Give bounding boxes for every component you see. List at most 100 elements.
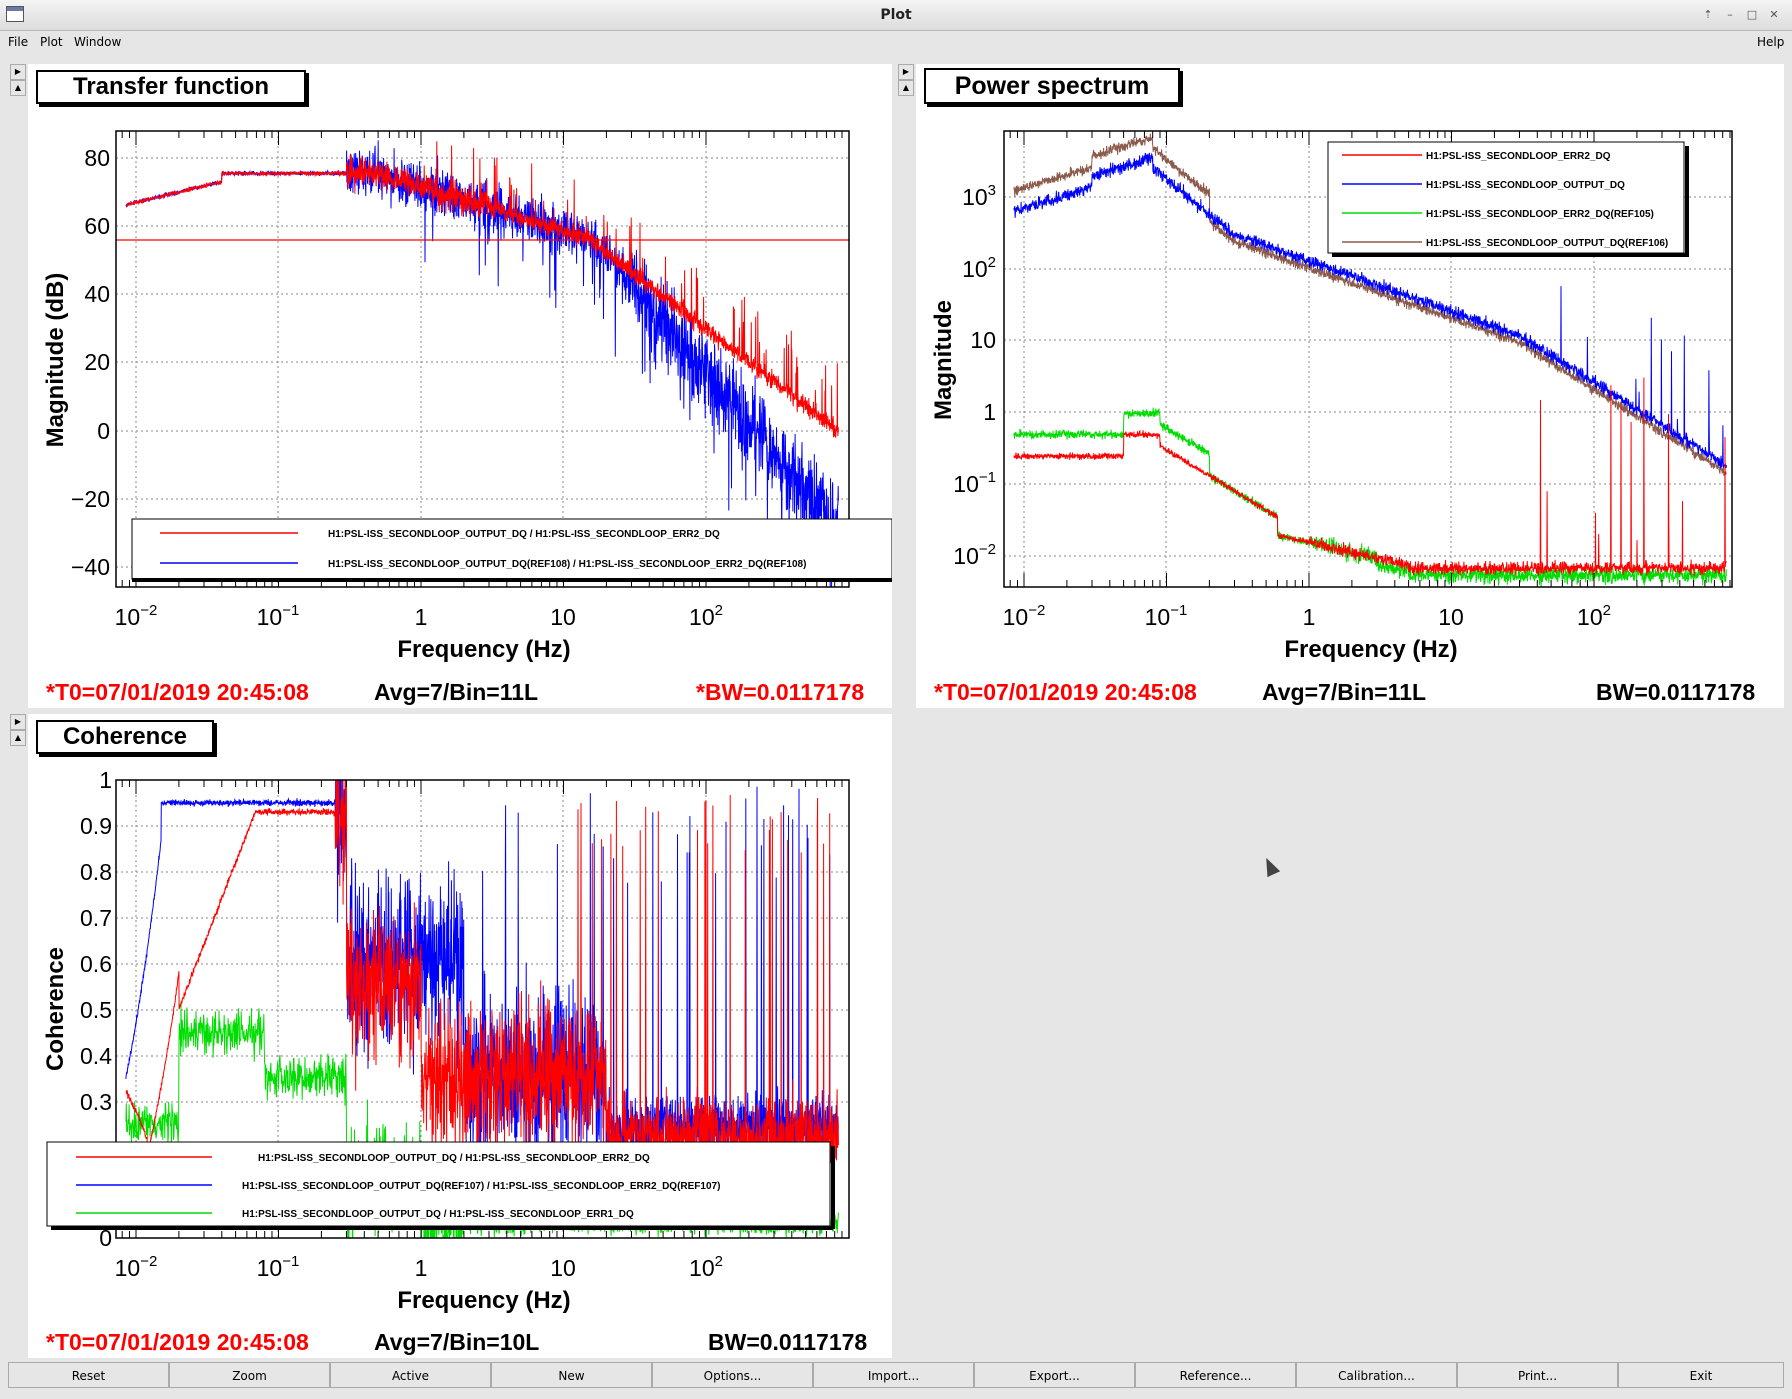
panel-expand-button[interactable]: ▶ — [898, 64, 914, 80]
legend-entry: H1:PSL-ISS_SECONDLOOP_OUTPUT_DQ — [1426, 180, 1625, 191]
x-tick-label: 10−1 — [257, 602, 300, 630]
y-tick-labels: 103 102 10 1 10−1 10−2 — [953, 182, 996, 569]
power-spectrum-plot[interactable]: 103 102 10 1 10−1 10−2 10−2 10−1 1 10 10… — [916, 64, 1784, 708]
y-axis-label: Magnitude (dB) — [42, 273, 69, 448]
y-tick-label: 103 — [962, 182, 996, 210]
series-output-ref106 — [1013, 133, 1727, 476]
legend-entry: H1:PSL-ISS_SECONDLOOP_ERR2_DQ — [1426, 151, 1611, 162]
y-tick-label: 0 — [99, 1225, 112, 1251]
options-button[interactable]: Options... — [652, 1362, 813, 1388]
panel-collapse-button[interactable]: ▲ — [10, 730, 26, 746]
grid — [116, 131, 849, 587]
mouse-cursor — [1259, 854, 1281, 878]
legend-entry: H1:PSL-ISS_SECONDLOOP_ERR2_DQ(REF105) — [1426, 209, 1654, 220]
transfer-function-panel: Transfer function 80 60 40 20 0 −20 −40 … — [28, 64, 892, 708]
export-button[interactable]: Export... — [974, 1362, 1135, 1388]
series-output — [1013, 152, 1727, 469]
x-tick-label: 10 — [1438, 604, 1464, 630]
bw-label: BW=0.0117178 — [708, 1329, 868, 1355]
x-tick-labels: 10−2 10−1 1 10 102 — [115, 1253, 723, 1281]
panel-expand-button[interactable]: ▶ — [10, 64, 26, 80]
x-tick-label: 10 — [550, 1255, 576, 1281]
panel-title: Transfer function — [36, 70, 306, 104]
x-tick-label: 10−1 — [257, 1253, 300, 1281]
series-err2 — [1013, 377, 1727, 576]
y-axis-label: Coherence — [42, 947, 69, 1071]
y-tick-label: 0.6 — [80, 951, 112, 977]
y-tick-label: 0.5 — [80, 997, 112, 1023]
legend: H1:PSL-ISS_SECONDLOOP_OUTPUT_DQ / H1:PSL… — [46, 1141, 835, 1230]
menu-window[interactable]: Window — [74, 35, 122, 49]
menu-plot[interactable]: Plot — [40, 35, 63, 49]
bw-label: BW=0.0117178 — [1596, 679, 1756, 705]
minimize-icon[interactable]: – — [1727, 8, 1733, 21]
legend-entry: H1:PSL-ISS_SECONDLOOP_OUTPUT_DQ / H1:PSL… — [242, 1209, 634, 1220]
y-tick-label: 102 — [962, 254, 996, 282]
coherence-plot[interactable]: 1 0.9 0.8 0.7 0.6 0.5 0.4 0.3 0 10−2 10−… — [28, 714, 892, 1358]
y-tick-label: 1 — [983, 399, 996, 425]
button-bar: Reset Zoom Active New Options... Import.… — [8, 1362, 1784, 1390]
menu-file[interactable]: File — [8, 35, 29, 49]
panel-collapse-button[interactable]: ▲ — [898, 80, 914, 96]
transfer-function-plot[interactable]: 80 60 40 20 0 −20 −40 10−2 10−1 1 10 102… — [28, 64, 892, 708]
y-tick-label: −20 — [71, 486, 110, 512]
shade-icon[interactable]: ⇡ — [1703, 8, 1713, 21]
window-titlebar[interactable]: Plot ⇡ – □ ✕ — [0, 0, 1792, 31]
active-button[interactable]: Active — [330, 1362, 491, 1388]
axis-ticks — [1009, 131, 1731, 587]
calibration-button[interactable]: Calibration... — [1296, 1362, 1457, 1388]
legend-entry: H1:PSL-ISS_SECONDLOOP_OUTPUT_DQ(REF106) — [1426, 238, 1668, 249]
y-tick-label: 0.7 — [80, 905, 112, 931]
y-tick-label: 0.8 — [80, 859, 112, 885]
plot-frame — [115, 130, 850, 588]
app-icon[interactable] — [6, 6, 24, 22]
y-tick-label: 20 — [84, 349, 110, 375]
close-icon[interactable]: ✕ — [1769, 8, 1779, 21]
import-button[interactable]: Import... — [813, 1362, 974, 1388]
x-tick-label: 1 — [415, 604, 428, 630]
x-axis-label: Frequency (Hz) — [397, 636, 570, 663]
maximize-icon[interactable]: □ — [1746, 8, 1758, 21]
series-err2-ref105 — [1013, 407, 1727, 587]
y-tick-labels: 80 60 40 20 0 −20 −40 — [71, 145, 110, 580]
reference-button[interactable]: Reference... — [1135, 1362, 1296, 1388]
y-tick-label: 60 — [84, 213, 110, 239]
menu-help[interactable]: Help — [1757, 35, 1785, 49]
y-tick-label: 10−1 — [953, 469, 996, 497]
legend-entry: H1:PSL-ISS_SECONDLOOP_OUTPUT_DQ / H1:PSL… — [328, 529, 720, 540]
coherence-panel: Coherence 1 0.9 0.8 0.7 0.6 0.5 0.4 0.3 … — [28, 714, 892, 1358]
panel-title: Coherence — [36, 720, 214, 754]
plot-frame — [115, 779, 850, 1239]
zoom-button[interactable]: Zoom — [169, 1362, 330, 1388]
new-button[interactable]: New — [491, 1362, 652, 1388]
legend-entry: H1:PSL-ISS_SECONDLOOP_OUTPUT_DQ / H1:PSL… — [258, 1153, 650, 1164]
x-tick-label: 102 — [689, 1253, 723, 1281]
y-tick-label: 0.4 — [80, 1043, 112, 1069]
exit-button[interactable]: Exit — [1618, 1362, 1784, 1388]
legend-entry: H1:PSL-ISS_SECONDLOOP_OUTPUT_DQ(REF107) … — [242, 1181, 720, 1192]
x-tick-label: 10−2 — [115, 1253, 158, 1281]
x-tick-label: 10 — [550, 604, 576, 630]
t0-label: *T0=07/01/2019 20:45:08 — [934, 679, 1197, 705]
x-axis-label: Frequency (Hz) — [1284, 636, 1457, 663]
avg-label: Avg=7/Bin=11L — [374, 679, 539, 705]
legend: H1:PSL-ISS_SECONDLOOP_ERR2_DQ H1:PSL-ISS… — [1327, 141, 1689, 257]
reset-button[interactable]: Reset — [8, 1362, 169, 1388]
panel-collapse-button[interactable]: ▲ — [10, 80, 26, 96]
y-tick-label: 80 — [84, 145, 110, 171]
t0-label: *T0=07/01/2019 20:45:08 — [46, 679, 309, 705]
panel-expand-button[interactable]: ▶ — [10, 714, 26, 730]
bw-label: *BW=0.0117178 — [696, 679, 865, 705]
y-tick-label: 1 — [99, 767, 112, 793]
x-tick-label: 102 — [1577, 602, 1611, 630]
avg-label: Avg=7/Bin=11L — [1262, 679, 1427, 705]
legend: H1:PSL-ISS_SECONDLOOP_OUTPUT_DQ / H1:PSL… — [131, 518, 892, 582]
plot-frame — [1003, 130, 1733, 588]
x-tick-label: 10−1 — [1145, 602, 1188, 630]
x-tick-label: 1 — [1303, 604, 1316, 630]
x-axis-label: Frequency (Hz) — [397, 1287, 570, 1314]
y-tick-label: 0 — [97, 418, 110, 444]
t0-label: *T0=07/01/2019 20:45:08 — [46, 1329, 309, 1355]
print-button[interactable]: Print... — [1457, 1362, 1618, 1388]
y-tick-label: 0.3 — [80, 1089, 112, 1115]
